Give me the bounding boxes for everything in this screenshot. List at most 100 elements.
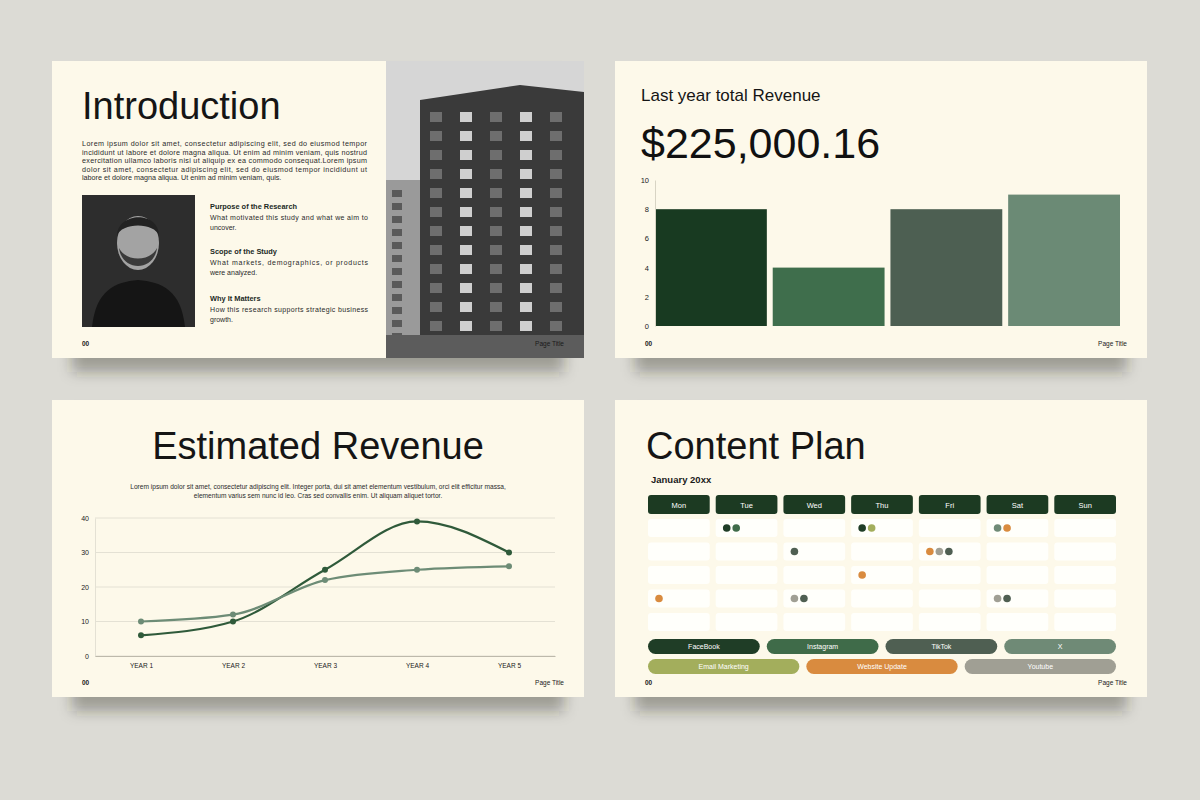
building-window [490, 150, 502, 160]
slide-background [52, 61, 584, 358]
series-marker [414, 518, 420, 524]
building-window [490, 245, 502, 255]
building-window [392, 307, 402, 314]
bar [655, 209, 767, 326]
calendar-cell [783, 566, 845, 584]
footer: 00 Page Title [82, 679, 564, 687]
series-line [141, 521, 509, 635]
legend-label: Email Marketing [699, 663, 749, 671]
legend-pill [767, 639, 879, 654]
tick-label: 0 [85, 653, 89, 660]
calendar-cell [716, 519, 778, 537]
slide-background [615, 61, 1147, 358]
calendar-cell [919, 613, 981, 631]
building-window [520, 321, 532, 331]
event-dot [1003, 524, 1011, 532]
building-window [490, 283, 502, 293]
building-window [460, 302, 472, 312]
page-title: Page Title [1098, 340, 1127, 348]
legend-label: Youtube [1028, 663, 1054, 670]
y-axis: 0246810 [641, 176, 656, 331]
building-window [520, 150, 532, 160]
event-dot [936, 548, 944, 556]
y-axis: 010203040 [81, 515, 95, 660]
content-plan-slide: Content PlanJanuary 20xxMonTueWedThuFriS… [646, 425, 1116, 674]
grid-line [95, 656, 555, 657]
line-chart-slide: Estimated RevenueLorem ipsum dolor sit a… [81, 425, 555, 669]
calendar-cell [1054, 613, 1116, 631]
legend-pill [648, 639, 760, 654]
grid-line [95, 552, 555, 553]
series-marker [322, 567, 328, 573]
calendar-cell [716, 566, 778, 584]
building-window [392, 255, 402, 262]
event-dot [994, 595, 1002, 603]
page-number: 00 [645, 340, 653, 347]
legend-label: Instagram [807, 643, 838, 651]
building-window [520, 226, 532, 236]
calendar-cell [783, 613, 845, 631]
building-window [550, 112, 562, 122]
building-window [460, 245, 472, 255]
axis-line [96, 656, 556, 657]
event-dot [791, 548, 799, 556]
building-window [550, 169, 562, 179]
grid-line [95, 587, 555, 588]
section-text: How this research supports strategic bus… [210, 306, 369, 314]
tick-label: 20 [81, 584, 89, 591]
series-marker [506, 550, 512, 556]
day-header [783, 495, 845, 514]
page-number: 00 [82, 679, 90, 686]
event-dot [655, 595, 663, 603]
tick-label: 8 [645, 205, 649, 214]
calendar-cell [851, 566, 913, 584]
calendar-cell [987, 519, 1049, 537]
section-text: What markets, demographics, or products [210, 259, 369, 267]
building-window [520, 264, 532, 274]
tick: YEAR 3 [314, 656, 338, 669]
event-dot [800, 595, 808, 603]
section-text: were analyzed. [209, 269, 257, 277]
calendar-cell [987, 590, 1049, 608]
slide-2 [615, 61, 1147, 372]
tick-label: 10 [641, 176, 649, 185]
series-marker [230, 619, 236, 625]
building-window [490, 226, 502, 236]
building-window [520, 245, 532, 255]
calendar-cell [648, 613, 710, 631]
event-dot [994, 524, 1002, 532]
building-window [460, 131, 472, 141]
portrait-beard [119, 248, 157, 266]
building-window [490, 131, 502, 141]
tick: 6 [645, 234, 655, 243]
building-window [460, 150, 472, 160]
building-window [430, 302, 442, 312]
calendar-cell [783, 519, 845, 537]
building-photo [386, 61, 584, 358]
tick: 2 [645, 293, 655, 302]
month-label: January 20xx [651, 474, 712, 485]
slide-3 [52, 400, 584, 711]
building-window [430, 264, 442, 274]
tick: YEAR 4 [406, 656, 430, 669]
building-window [430, 321, 442, 331]
building-window [392, 203, 402, 210]
building-window [550, 283, 562, 293]
day-header [851, 495, 913, 514]
introduction-slide: IntroductionLorem ipsum dolor sit amet, … [82, 61, 584, 358]
calendar-cell [783, 590, 845, 608]
tick-label: YEAR 4 [406, 662, 430, 669]
tick: 30 [81, 549, 95, 556]
section-text: uncover. [210, 224, 237, 231]
building-window [392, 190, 402, 197]
tick-label: 40 [81, 515, 89, 522]
page-title: Page Title [535, 679, 564, 687]
building-window [550, 302, 562, 312]
building-window [550, 226, 562, 236]
tick-label: YEAR 1 [130, 662, 154, 669]
calendar-cell [919, 590, 981, 608]
tick: 4 [645, 264, 655, 273]
day-header [1054, 495, 1116, 514]
day-header [648, 495, 710, 514]
tick-label: 30 [81, 549, 89, 556]
